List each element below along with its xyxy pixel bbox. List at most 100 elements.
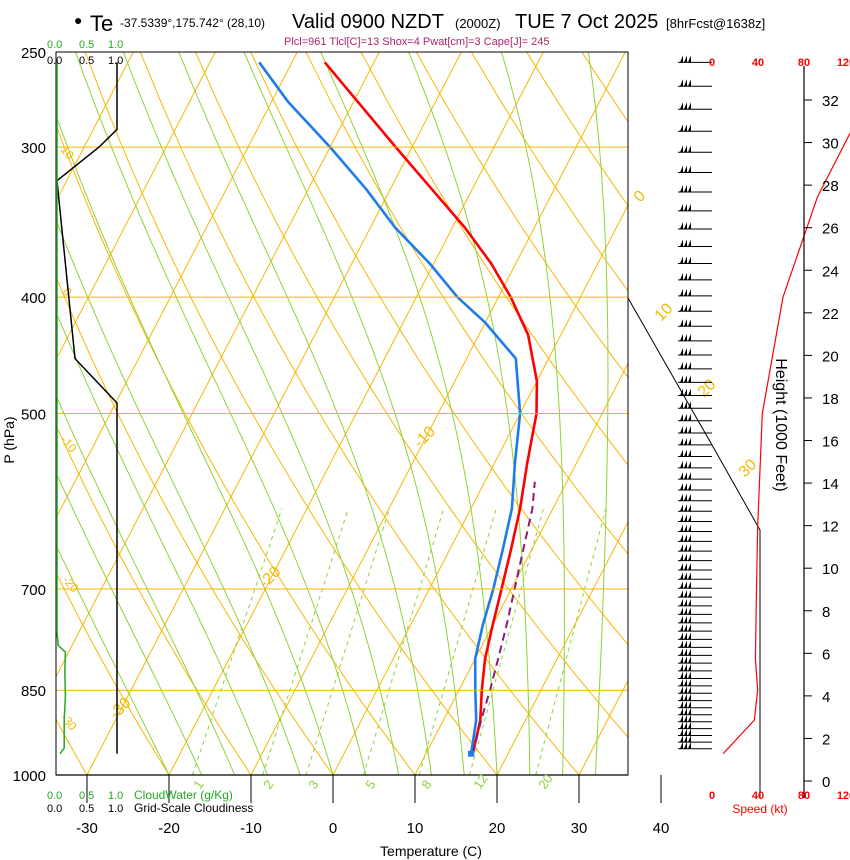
wind-barb-flag: [688, 460, 691, 468]
x-tick-label: 20: [489, 820, 506, 837]
wind-barb-flag: [684, 534, 687, 542]
height-tick-label: 28: [822, 178, 839, 195]
isotherm-line: [56, 52, 216, 361]
isotherm-label: 10: [652, 300, 677, 325]
wind-barb-flag: [684, 544, 687, 552]
dry-adiabat-line: [692, 52, 850, 775]
dry-adiabat-line: [305, 52, 628, 555]
wind-barb-flag: [688, 319, 691, 327]
wind-barb-flag: [688, 504, 691, 512]
speed-bottom-label: 40: [752, 790, 764, 802]
mixing-ratio-line: [535, 508, 607, 775]
dry-adiabat-line: [56, 424, 252, 775]
wind-barb-flag: [684, 272, 687, 280]
moist-adiabat-line: [56, 218, 301, 775]
height-tick-label: 22: [822, 306, 839, 323]
wind-barb-flag: [688, 304, 691, 312]
wind-barb-flag: [680, 544, 683, 552]
wind-barb-flag: [684, 553, 687, 561]
cloud-water-line: [56, 62, 67, 755]
isotherm-label: -20: [256, 563, 284, 591]
cloudiness-top-label: 0.5: [79, 55, 94, 67]
wind-barb-flag: [688, 632, 691, 640]
dry-adiabat-line: [56, 123, 416, 775]
wind-barb-flag: [680, 615, 683, 623]
wind-barb-flag: [688, 678, 691, 686]
wind-barb-flag: [688, 493, 691, 501]
wind-barb-flag: [680, 472, 683, 480]
moist-adiabat-line: [75, 52, 367, 775]
forecast-run: [8hrFcst@1638z]: [666, 16, 766, 31]
wind-barb-flag: [680, 563, 683, 571]
valid-time: Valid 0900 NZDT: [292, 11, 444, 33]
wind-barb-flag: [680, 648, 683, 656]
wind-barb-flag: [684, 728, 687, 736]
x-tick-label: -30: [76, 820, 98, 837]
wind-barb-flag: [684, 124, 687, 132]
wind-barb-flag: [688, 640, 691, 648]
wind-barb-flag: [680, 165, 683, 173]
wind-barb-flag: [688, 671, 691, 679]
temperature-series-line: [323, 61, 539, 754]
x-tick-label: 0: [329, 820, 337, 837]
wind-barb-flag: [684, 55, 687, 63]
wind-barb-flag: [684, 145, 687, 153]
wind-barb-flag: [688, 239, 691, 247]
wind-barb-flag: [680, 493, 683, 501]
wind-barb-flag: [688, 256, 691, 264]
wind-barb-flag: [684, 598, 687, 606]
surface-marker: [468, 750, 475, 757]
wind-barb-flag: [688, 544, 691, 552]
wind-barb-flag: [688, 563, 691, 571]
wind-barb-flag: [684, 388, 687, 396]
wind-barb-flag: [684, 707, 687, 715]
wind-barb-flag: [680, 735, 683, 743]
forecast-date: TUE 7 Oct 2025: [515, 11, 659, 33]
wind-barb-flag: [688, 735, 691, 743]
wind-barb-flag: [688, 615, 691, 623]
height-tick-label: 6: [822, 646, 830, 663]
mixing-ratio-label: 2: [260, 777, 276, 792]
pressure-tick-label: 300: [21, 140, 46, 157]
wind-barb-flag: [688, 145, 691, 153]
wind-barb-flag: [688, 624, 691, 632]
wind-barb-flag: [680, 425, 683, 433]
pressure-tick-label: 500: [21, 407, 46, 424]
dry-adiabat-line: [84, 52, 498, 775]
height-tick-label: 4: [822, 689, 830, 706]
wind-barb-flag: [688, 79, 691, 87]
wind-barb-flag: [680, 256, 683, 264]
wind-barb-flag: [684, 413, 687, 421]
mixing-ratio-label: 3: [305, 777, 321, 792]
wind-barb-flag: [684, 460, 687, 468]
wind-barb-flag: [680, 607, 683, 615]
mixing-ratio-line: [468, 508, 544, 775]
isotherm-label: -30: [106, 694, 134, 722]
wind-barb-flag: [680, 361, 683, 369]
wind-barb-flag: [680, 304, 683, 312]
wind-barb-flag: [680, 288, 683, 296]
height-tick-label: 18: [822, 391, 839, 408]
wind-barb-flag: [680, 524, 683, 532]
speed-bottom-label: 120: [837, 790, 850, 802]
wind-barb-flag: [684, 333, 687, 341]
x-tick-label: 10: [407, 820, 424, 837]
moist-adiabat-line: [500, 52, 565, 775]
wind-barb-flag: [688, 714, 691, 722]
wind-barb-flag: [684, 524, 687, 532]
wind-barb-flag: [688, 700, 691, 708]
wind-barb-flag: [684, 203, 687, 211]
cloudiness-line: [56, 62, 118, 754]
pressure-tick-label: 1000: [13, 768, 46, 785]
cloudiness-bottom-label: 1.0: [108, 803, 123, 815]
stability-indices: Plcl=961 Tlcl[C]=13 Shox=4 Pwat[cm]=3 Ca…: [284, 36, 550, 48]
wind-barb-flag: [684, 304, 687, 312]
mixing-ratio-line: [418, 508, 497, 775]
wind-barb-flag: [688, 333, 691, 341]
moist-adiabat-line: [408, 52, 531, 775]
wind-barb-flag: [688, 449, 691, 457]
moist-adiabat-line: [56, 543, 170, 775]
wind-barb-flag: [688, 437, 691, 445]
height-tick-label: 12: [822, 519, 839, 536]
height-tick-label: 14: [822, 476, 839, 493]
